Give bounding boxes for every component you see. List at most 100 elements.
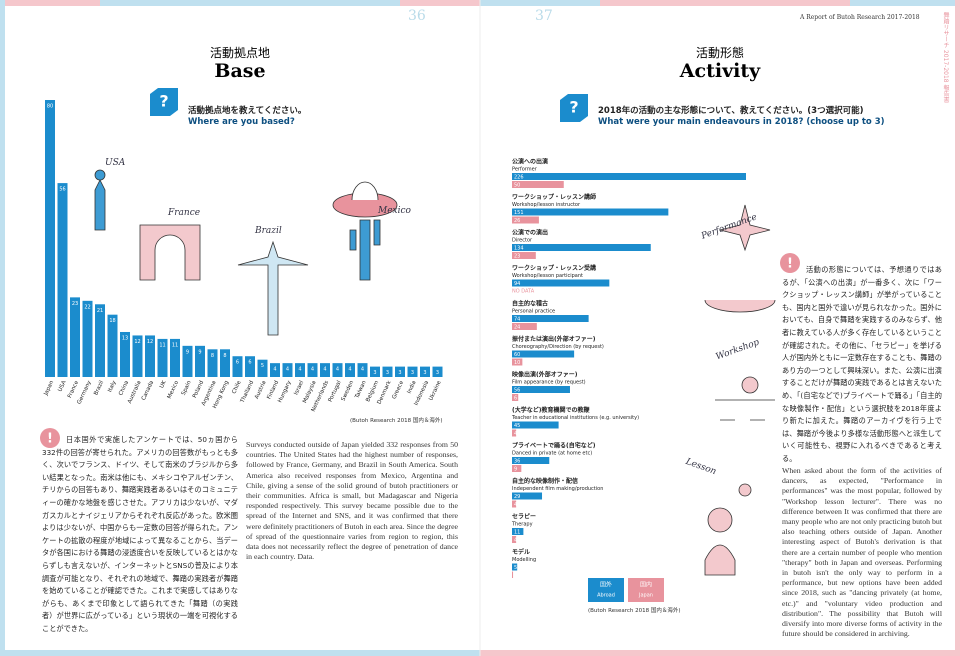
doodle-label: Mexico: [378, 206, 411, 216]
bar: [232, 356, 243, 377]
category-label-en: Choreography/Direction (by request): [512, 344, 604, 350]
bar: [270, 363, 280, 377]
legend-label-en: Japan: [638, 593, 653, 599]
category-label-en: Independent film making/production: [512, 486, 603, 492]
category-label-en: Workshop/lesson participant: [512, 273, 583, 279]
bar: [512, 386, 570, 393]
x-tick-label: UK: [159, 380, 168, 390]
category-label: モデル: [512, 548, 530, 556]
bar: [512, 563, 518, 571]
value-label: 4: [348, 367, 351, 373]
legend-label: 国内: [640, 581, 652, 589]
bar: [45, 100, 55, 377]
category-label: 自主的な映像制作・配信: [512, 477, 578, 485]
value-label: 226: [514, 174, 524, 180]
bar: [512, 216, 539, 224]
body-en: Surveys conducted outside of Japan yield…: [246, 440, 458, 562]
value-label: 3: [423, 370, 426, 376]
question-jp: 2018年の活動の主な形態について、教えてください。(3つ選択可能): [598, 106, 864, 116]
value-label: 23: [72, 301, 78, 307]
title-jp: 活動拠点地: [209, 46, 270, 60]
value-label: 23: [514, 253, 520, 259]
bar: [70, 297, 80, 377]
category-label-en: Performer: [512, 167, 538, 173]
value-label: 9: [514, 466, 517, 472]
value-label: 4: [273, 367, 276, 373]
bar: [282, 363, 293, 377]
bar: [170, 338, 180, 377]
bar: [57, 183, 68, 377]
bar: [512, 323, 537, 330]
title-en: Base: [214, 60, 266, 82]
bar: [512, 173, 746, 180]
value-label: 9: [186, 349, 189, 355]
bar: [295, 363, 305, 377]
svg-text:!: !: [47, 432, 53, 447]
bar: [132, 335, 143, 377]
bar: [512, 244, 651, 251]
body-jp: 日本国外で実施したアンケートでは、50ヵ国から332件の回答が寄せられた。アメリ…: [42, 435, 238, 633]
value-label: 11: [172, 342, 178, 348]
bar: [420, 366, 430, 377]
value-label: 8: [223, 353, 226, 359]
category-label-en: Teacher in educational institutions (e.g…: [511, 415, 639, 421]
value-label: 36: [514, 458, 520, 464]
value-label: 9: [198, 349, 201, 355]
source: (Butoh Research 2018 国内＆海外): [588, 608, 681, 614]
category-label: ワークショップ・レッスン講師: [512, 193, 596, 201]
bar: [220, 349, 230, 377]
category-label-en: Personal practice: [512, 309, 555, 315]
value-label: 3: [386, 370, 389, 376]
category-label-en: Therapy: [511, 522, 533, 528]
x-tick-label: Ukraine: [428, 379, 443, 401]
running-title: A Report of Butoh Research 2017-2018: [800, 14, 920, 21]
value-label: 13: [122, 335, 128, 341]
value-label: 60: [514, 352, 520, 358]
value-label: 4: [311, 367, 314, 373]
category-label: ワークショップ・レッスン受講: [512, 264, 596, 272]
activity-chart: 公演への出演Performer22650ワークショップ・レッスン講師Worksh…: [511, 158, 746, 578]
value-label: 74: [514, 316, 520, 322]
bar: [512, 457, 550, 464]
x-tick-label: Mexico: [167, 379, 181, 400]
value-label: 26: [514, 218, 520, 224]
bar: [512, 208, 669, 216]
category-label-en: Director: [512, 238, 533, 244]
legend-label: 国外: [600, 581, 612, 589]
x-tick-label: Sweden: [341, 379, 356, 402]
bar: [512, 350, 575, 358]
x-tick-label: Italy: [107, 379, 118, 393]
bar: [257, 359, 268, 377]
value-label: 22: [84, 304, 90, 310]
no-data-label: NO DATA: [512, 289, 535, 295]
title-jp: 活動形態: [695, 46, 744, 60]
svg-text:!: !: [787, 257, 793, 272]
bar: [512, 500, 517, 508]
x-tick-label: India: [407, 380, 418, 395]
bar: [512, 181, 564, 188]
value-label: 45: [514, 423, 520, 429]
bar: [332, 363, 343, 377]
value-label: 50: [514, 182, 520, 188]
bar: [512, 358, 523, 366]
bar: [207, 349, 218, 377]
value-label: 18: [109, 318, 115, 324]
bar: [370, 366, 380, 377]
bar: [512, 421, 559, 429]
page-number: 36: [408, 8, 426, 24]
bar: [245, 356, 255, 377]
bar: [345, 363, 355, 377]
x-tick-label: Canada: [141, 380, 155, 402]
value-label: 21: [97, 308, 103, 314]
x-tick-label: Greece: [391, 379, 405, 400]
value-label: 24: [514, 324, 520, 330]
vertical-title: 舞踏リサーチ 2017-2018 報告書: [942, 12, 949, 103]
bar: [120, 331, 130, 377]
doodle-label: Brazil: [255, 226, 282, 236]
base-chart: 80Japan56USA23France22Germany21Brazil18I…: [43, 100, 443, 413]
value-label: 6: [236, 360, 239, 366]
legend-label-en: Abroad: [597, 593, 615, 599]
bar: [307, 363, 318, 377]
x-tick-label: Chile: [231, 379, 243, 395]
